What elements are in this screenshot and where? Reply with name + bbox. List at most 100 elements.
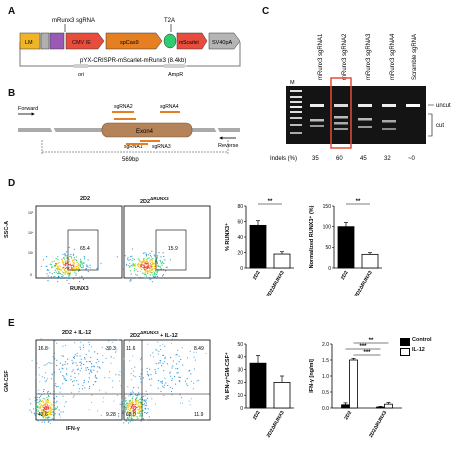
density-dot: [35, 410, 38, 412]
density-dot: [54, 413, 57, 415]
density-dot: [155, 371, 157, 373]
density-dot: [52, 277, 54, 279]
density-dot: [62, 262, 64, 265]
gate-value-d-wt: 65.4: [80, 246, 90, 252]
density-dot: [163, 255, 165, 258]
density-dot: [192, 388, 194, 390]
density-dot: [134, 399, 137, 401]
density-dot: [86, 265, 88, 267]
flow-plot-e-ko: [123, 339, 211, 421]
density-dot: [73, 257, 75, 259]
density-dot: [163, 354, 165, 356]
density-dot: [144, 277, 146, 279]
density-dot: [76, 352, 78, 354]
density-dot: [80, 267, 82, 269]
density-dot: [48, 395, 50, 398]
density-dot: [141, 261, 143, 263]
density-dot: [59, 414, 61, 416]
density-dot: [40, 414, 43, 417]
density-dot: [142, 259, 144, 261]
density-dot: [146, 270, 149, 273]
y-tick-label: 20: [237, 250, 243, 256]
density-dot: [132, 355, 134, 357]
density-dot: [58, 272, 61, 274]
density-dot: [64, 379, 67, 381]
density-dot: [146, 373, 149, 375]
density-dot: [145, 259, 147, 261]
density-dot: [147, 397, 149, 399]
density-dot: [85, 369, 87, 371]
density-dot: [108, 377, 110, 379]
density-dot: [40, 346, 42, 348]
density-dot: [96, 371, 98, 373]
sgrna2-label: sgRNA2: [114, 104, 133, 110]
density-dot: [63, 376, 65, 378]
density-dot: [130, 372, 132, 375]
flow-plots-d: 65.4 15.9 10⁵ 10⁴ 10³ 0: [28, 205, 211, 284]
density-dot: [133, 268, 136, 270]
density-dot: [170, 342, 173, 344]
density-dot: [135, 273, 137, 275]
flow-title-e-ko: 2D2ΔRUNX3 + IL-12: [130, 330, 178, 339]
density-dot: [177, 349, 179, 351]
quad-e-ko-ul: 11.6: [126, 346, 136, 352]
density-dot: [150, 384, 152, 386]
density-dot: [40, 404, 43, 406]
density-dot: [48, 416, 50, 418]
density-dot: [55, 342, 58, 344]
density-dot: [65, 379, 68, 381]
indel-value-1: 35: [312, 156, 319, 162]
density-dot: [68, 260, 71, 263]
density-dot: [59, 387, 62, 389]
density-dot: [65, 400, 67, 403]
density-dot: [140, 266, 142, 268]
density-dot: [163, 262, 165, 265]
density-dot: [130, 273, 132, 275]
density-dot: [105, 357, 107, 359]
density-dot: [76, 265, 78, 267]
density-dot: [66, 251, 68, 253]
density-dot: [188, 400, 190, 402]
density-dot: [62, 271, 64, 273]
density-dot: [51, 413, 53, 416]
density-dot: [147, 412, 149, 414]
density-dot: [70, 253, 72, 256]
density-dot: [182, 364, 184, 366]
density-dot: [58, 368, 60, 370]
density-dot: [160, 256, 162, 258]
density-dot: [64, 270, 67, 272]
density-dot: [102, 401, 104, 403]
density-dot: [84, 358, 86, 360]
density-dot: [44, 381, 46, 383]
density-dot: [133, 404, 135, 406]
density-dot: [39, 400, 41, 402]
density-dot: [113, 400, 115, 402]
bar: [273, 253, 291, 269]
density-dot: [56, 406, 58, 408]
density-dot: [41, 394, 43, 396]
density-dot: [169, 386, 171, 388]
density-dot: [140, 260, 142, 262]
density-dot: [75, 265, 77, 268]
density-dot: [90, 361, 92, 363]
density-dot: [68, 277, 70, 280]
density-dot: [68, 275, 70, 277]
quad-e-wt-ll: 43.6: [38, 412, 48, 418]
density-dot: [139, 404, 142, 406]
lane-2-bands: [334, 104, 348, 130]
density-dot: [169, 371, 171, 373]
density-dot: [38, 413, 40, 415]
density-dot: [193, 368, 195, 370]
density-dot: [155, 273, 157, 275]
density-dot: [57, 386, 59, 388]
density-dot: [112, 386, 114, 388]
density-dot: [157, 268, 159, 270]
density-dot: [104, 377, 106, 379]
density-dot: [80, 341, 82, 343]
density-dot: [127, 407, 129, 409]
flow-title-e-wt: 2D2 + IL-12: [62, 330, 92, 336]
density-dot: [162, 252, 164, 254]
density-dot: [71, 268, 74, 270]
indel-value-3: 45: [360, 156, 367, 162]
density-dot: [70, 265, 72, 267]
